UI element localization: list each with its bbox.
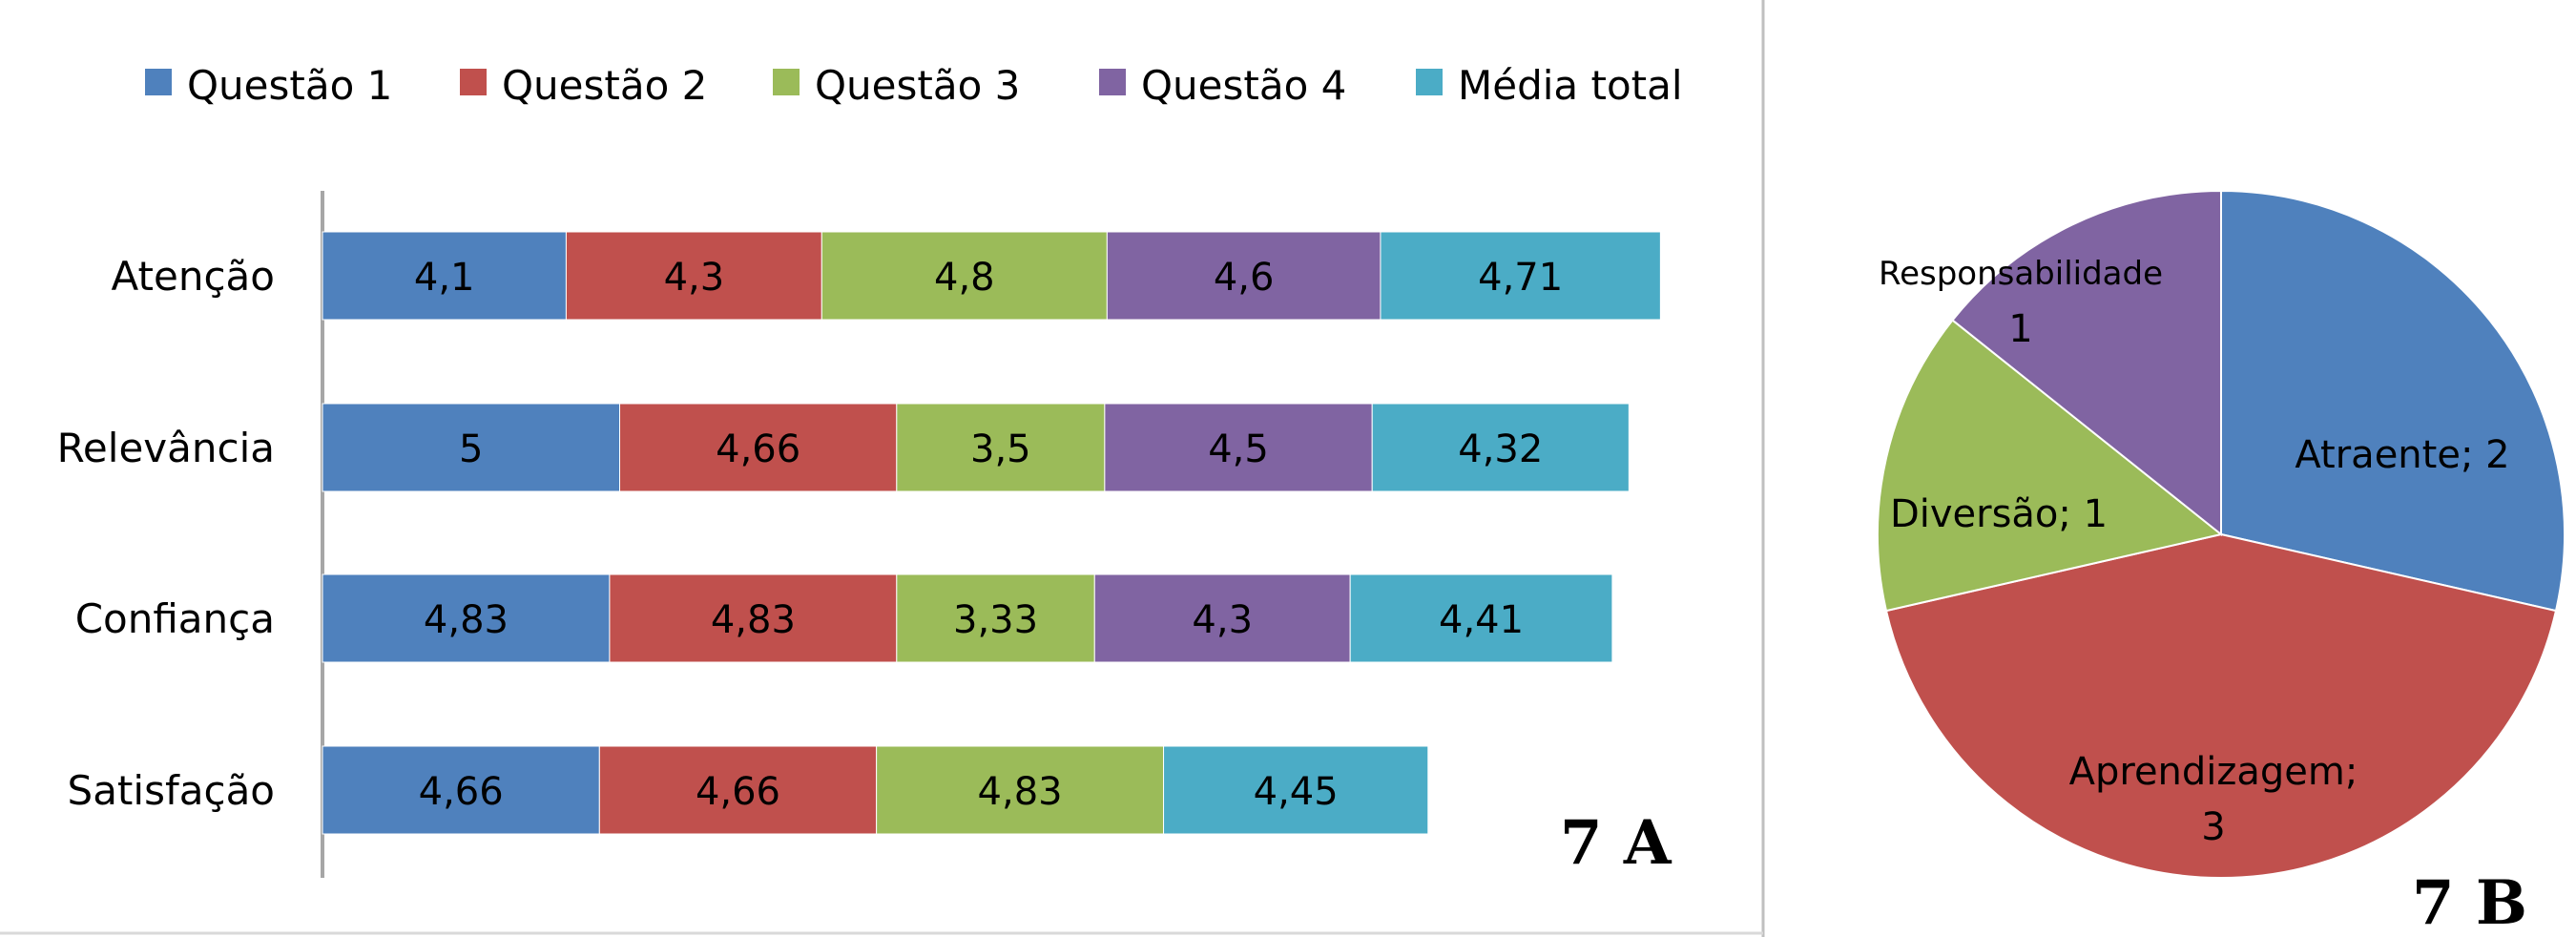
category-label-2: Relevância [57,425,275,471]
bar-data-label-4-1: 4,66 [419,770,504,814]
pie-label-2-value: 3 [2201,805,2225,849]
category-label-1: Atenção [112,253,275,300]
bar-data-label-1-5: 4,71 [1478,256,1563,300]
pie-label-1: Atraente; 2 [2295,433,2509,477]
bar-segment-4-3 [876,745,1165,835]
bar-segment-2-2 [619,403,898,492]
legend-swatch-2 [460,69,487,95]
bar-data-label-3-4: 4,3 [1192,598,1253,642]
legend-entry-3: Questão 3 [815,62,1020,109]
bar-data-label-3-3: 3,33 [953,598,1038,642]
bar-segment-3-2 [609,573,898,663]
bar-data-label-2-1: 5 [459,427,483,471]
pie-slice-3 [1877,319,2224,613]
pie-label-2: Aprendizagem; [2069,750,2358,794]
bar-segment-1-3 [821,231,1108,321]
bar-segment-3-1 [322,573,611,663]
bar-segment-2-1 [322,403,620,492]
legend-entry-2: Questão 2 [502,62,707,109]
bar-segment-2-5 [1371,403,1630,492]
bar-segment-1-4 [1106,231,1381,321]
pie-label-4-value: 1 [2008,307,2032,351]
pie-label-3: Diversão; 1 [1890,492,2108,536]
bar-data-label-1-3: 4,8 [934,256,995,300]
bar-segment-4-1 [322,745,600,835]
bar-segment-1-1 [322,231,567,321]
bar-data-label-3-5: 4,41 [1439,598,1524,642]
bar-data-label-4-5: 4,45 [1254,770,1339,814]
bar-chart-legend: Questão 1 Questão 2 Questão 3 Questão 4 Médi… [145,62,1683,109]
bar-data-label-2-2: 4,66 [716,427,800,471]
category-label-3: Confiança [75,595,275,642]
bar-segment-3-5 [1349,573,1613,663]
legend-swatch-4 [1099,69,1126,95]
bar-data-label-4-2: 4,66 [696,770,780,814]
legend-entry-1: Questão 1 [187,62,392,109]
bar-segment-1-5 [1380,231,1661,321]
bar-segment-3-3 [896,573,1095,663]
bar-segment-4-5 [1163,745,1429,835]
panel-label-7a: 7 A [1560,807,1672,879]
legend-entry-5: Média total [1458,62,1683,109]
bar-segment-2-3 [896,403,1106,492]
legend-entry-4: Questão 4 [1141,62,1346,109]
pie-slice-2 [1884,532,2558,879]
bar-data-label-2-5: 4,32 [1458,427,1543,471]
bar-segment-4-2 [598,745,878,835]
legend-swatch-1 [145,69,172,95]
bar-data-label-2-3: 3,5 [970,427,1031,471]
bar-data-label-3-1: 4,83 [424,598,509,642]
legend-swatch-5 [1416,69,1443,95]
bar-segment-2-4 [1104,403,1373,492]
category-axis-labels: Atenção Relevância Confiança Satisfação [57,253,275,814]
bar-data-label-4-3: 4,83 [978,770,1063,814]
category-label-4: Satisfação [68,767,275,814]
pie-slice-4 [1951,189,2222,537]
bar-data-label-1-1: 4,1 [414,256,475,300]
panel-label-7b: 7 B [2412,867,2527,937]
pie-slice-1 [2220,189,2566,613]
bar-data-label-2-4: 4,5 [1208,427,1269,471]
bar-data-label-1-4: 4,6 [1214,256,1275,300]
bar-segment-1-2 [565,231,822,321]
bar-segment-3-4 [1093,573,1351,663]
pie-label-4: Responsabilidade [1879,255,2163,293]
legend-swatch-3 [773,69,800,95]
bar-chart-plot: 4,1 4,3 4,8 4,6 4,71 5 4,66 3,5 4,5 4,32 4,83 4,83 3… [321,191,1661,878]
bar-data-label-3-2: 4,83 [711,598,796,642]
bar-data-label-1-2: 4,3 [664,256,725,300]
pie-chart: Atraente; 2 Aprendizagem; 3 Diversão; 1 Resp… [1877,189,2566,879]
